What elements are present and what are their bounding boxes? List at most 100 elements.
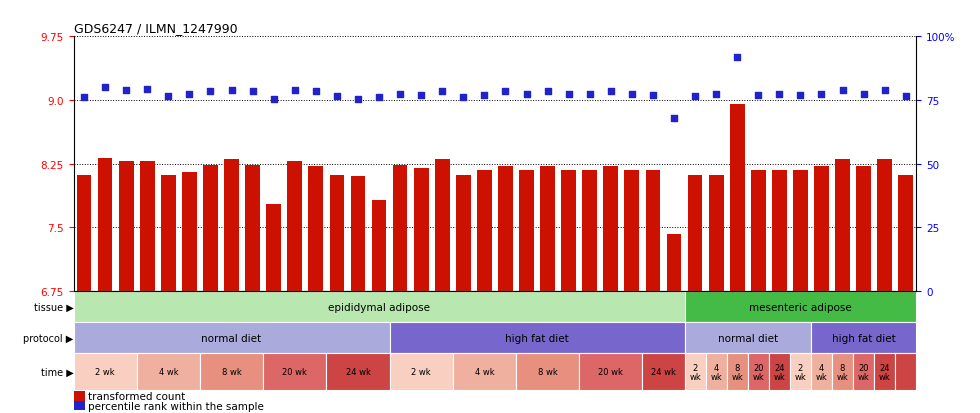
Bar	[899, 175, 913, 292]
Point	[76, 95, 92, 102]
Bar	[267, 204, 281, 292]
Point	[245, 88, 261, 95]
FancyBboxPatch shape	[643, 354, 685, 390]
FancyBboxPatch shape	[74, 323, 390, 354]
Point	[540, 88, 556, 95]
Text: 8
wk: 8 wk	[837, 363, 849, 381]
Bar	[688, 175, 703, 292]
Bar	[161, 175, 175, 292]
Point	[434, 88, 450, 95]
Text: 24 wk: 24 wk	[346, 368, 370, 376]
FancyBboxPatch shape	[874, 354, 896, 390]
Bar	[76, 175, 91, 292]
Text: epididymal adipose: epididymal adipose	[328, 302, 430, 312]
Bar	[772, 170, 787, 292]
Bar	[730, 105, 745, 292]
FancyBboxPatch shape	[748, 354, 769, 390]
Text: 24
wk: 24 wk	[773, 363, 785, 381]
Text: time ▶: time ▶	[41, 367, 74, 377]
Bar	[435, 160, 450, 292]
Bar	[98, 158, 113, 292]
Text: 8 wk: 8 wk	[538, 368, 558, 376]
Point	[771, 91, 787, 98]
Bar	[329, 175, 344, 292]
FancyBboxPatch shape	[579, 354, 643, 390]
Point	[119, 87, 134, 94]
Bar	[857, 167, 871, 292]
FancyBboxPatch shape	[200, 354, 263, 390]
Point	[350, 96, 366, 103]
Bar	[182, 173, 197, 292]
Point	[645, 93, 661, 99]
Point	[518, 91, 534, 98]
Bar	[709, 175, 723, 292]
Text: protocol ▶: protocol ▶	[24, 333, 74, 343]
Bar	[309, 167, 323, 292]
FancyBboxPatch shape	[263, 354, 326, 390]
Bar	[666, 235, 681, 292]
Bar	[751, 170, 765, 292]
FancyBboxPatch shape	[685, 292, 916, 323]
FancyBboxPatch shape	[685, 354, 706, 390]
Bar	[624, 170, 639, 292]
Bar	[604, 167, 618, 292]
Text: percentile rank within the sample: percentile rank within the sample	[88, 401, 264, 411]
Text: high fat diet: high fat diet	[505, 333, 569, 343]
Text: 20 wk: 20 wk	[599, 368, 623, 376]
Point	[456, 95, 471, 102]
Text: 2 wk: 2 wk	[95, 368, 115, 376]
FancyBboxPatch shape	[790, 354, 811, 390]
Point	[392, 91, 408, 98]
Bar	[224, 160, 239, 292]
Point	[498, 88, 514, 95]
Point	[223, 87, 239, 94]
Text: 8
wk: 8 wk	[731, 363, 743, 381]
FancyBboxPatch shape	[854, 354, 874, 390]
Bar	[351, 177, 366, 292]
FancyBboxPatch shape	[706, 354, 727, 390]
FancyBboxPatch shape	[832, 354, 854, 390]
Text: 2
wk: 2 wk	[795, 363, 807, 381]
Point	[835, 87, 851, 94]
FancyBboxPatch shape	[74, 354, 136, 390]
Bar	[393, 166, 408, 292]
Point	[287, 87, 303, 94]
Text: 20
wk: 20 wk	[858, 363, 869, 381]
FancyBboxPatch shape	[727, 354, 748, 390]
Text: GDS6247 / ILMN_1247990: GDS6247 / ILMN_1247990	[74, 21, 237, 35]
Bar	[519, 170, 534, 292]
FancyBboxPatch shape	[390, 354, 453, 390]
Point	[624, 91, 640, 98]
Bar	[540, 167, 555, 292]
Point	[687, 94, 703, 100]
FancyBboxPatch shape	[769, 354, 790, 390]
FancyBboxPatch shape	[685, 323, 811, 354]
Text: 4 wk: 4 wk	[159, 368, 178, 376]
Point	[793, 93, 808, 99]
Point	[266, 96, 281, 103]
Point	[329, 94, 345, 100]
Text: 24 wk: 24 wk	[651, 368, 676, 376]
Point	[181, 91, 197, 98]
Bar	[119, 162, 133, 292]
FancyBboxPatch shape	[74, 292, 685, 323]
Bar	[877, 160, 892, 292]
Bar	[582, 170, 597, 292]
Bar	[456, 175, 470, 292]
Point	[161, 94, 176, 100]
Point	[877, 87, 893, 94]
Text: transformed count: transformed count	[88, 391, 185, 401]
Text: tissue ▶: tissue ▶	[33, 302, 74, 312]
Point	[561, 91, 576, 98]
Point	[308, 88, 323, 95]
Text: normal diet: normal diet	[202, 333, 262, 343]
Bar	[140, 162, 155, 292]
Text: 2 wk: 2 wk	[412, 368, 431, 376]
Text: high fat diet: high fat diet	[832, 333, 896, 343]
Bar	[498, 167, 513, 292]
FancyBboxPatch shape	[811, 323, 916, 354]
Bar	[414, 169, 428, 292]
Bar	[835, 160, 850, 292]
Text: 24
wk: 24 wk	[879, 363, 891, 381]
Point	[371, 95, 387, 102]
